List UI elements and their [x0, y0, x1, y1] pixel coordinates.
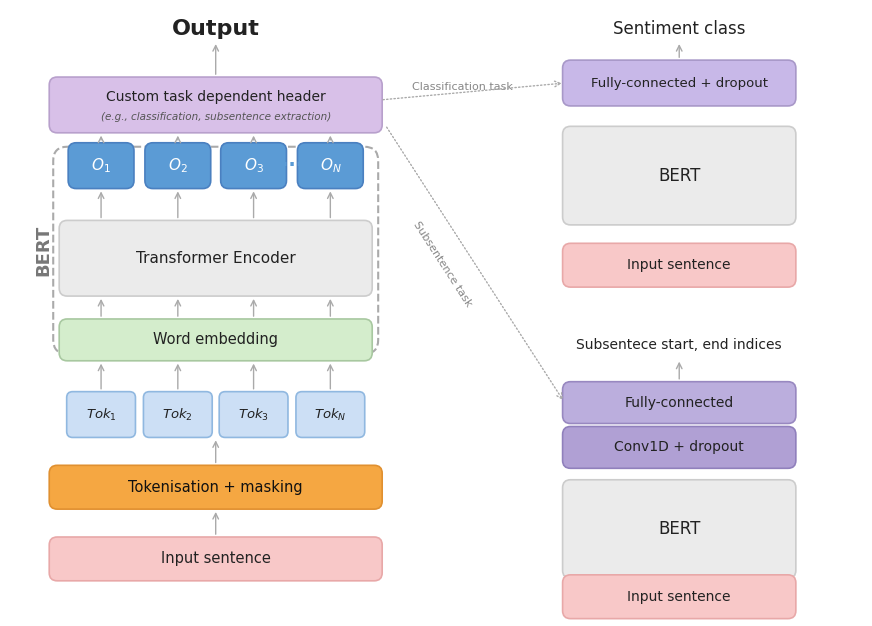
Text: Output: Output [172, 19, 260, 39]
FancyBboxPatch shape [49, 537, 382, 581]
FancyBboxPatch shape [145, 143, 211, 188]
Text: Input sentence: Input sentence [628, 590, 731, 603]
Text: Custom task dependent header: Custom task dependent header [106, 90, 325, 104]
FancyBboxPatch shape [49, 77, 382, 133]
Text: Transformer Encoder: Transformer Encoder [136, 251, 296, 266]
Text: $Tok_N$: $Tok_N$ [314, 406, 346, 423]
Text: Input sentence: Input sentence [160, 552, 270, 567]
Text: (e.g., classification, subsentence extraction): (e.g., classification, subsentence extra… [100, 112, 330, 122]
FancyBboxPatch shape [562, 480, 796, 578]
Text: BERT: BERT [658, 167, 700, 185]
FancyBboxPatch shape [297, 143, 364, 188]
FancyBboxPatch shape [219, 392, 288, 438]
FancyBboxPatch shape [221, 143, 287, 188]
Text: ···: ··· [281, 156, 303, 175]
Text: $O_2$: $O_2$ [168, 156, 187, 175]
Text: Input sentence: Input sentence [628, 258, 731, 272]
FancyBboxPatch shape [562, 426, 796, 468]
Text: $O_N$: $O_N$ [319, 156, 341, 175]
Text: Sentiment class: Sentiment class [613, 20, 746, 38]
Text: $Tok_3$: $Tok_3$ [238, 406, 269, 423]
FancyBboxPatch shape [49, 465, 382, 509]
Text: BERT: BERT [658, 520, 700, 538]
FancyBboxPatch shape [59, 220, 372, 296]
Text: $O_1$: $O_1$ [92, 156, 111, 175]
FancyBboxPatch shape [562, 382, 796, 424]
FancyBboxPatch shape [562, 60, 796, 106]
FancyBboxPatch shape [59, 319, 372, 361]
Text: Fully-connected + dropout: Fully-connected + dropout [590, 76, 767, 90]
Text: Subsentence task: Subsentence task [412, 219, 473, 308]
FancyBboxPatch shape [562, 575, 796, 618]
Text: $Tok_2$: $Tok_2$ [162, 406, 194, 423]
FancyBboxPatch shape [296, 392, 364, 438]
FancyBboxPatch shape [562, 126, 796, 225]
FancyBboxPatch shape [68, 143, 134, 188]
FancyBboxPatch shape [562, 244, 796, 287]
FancyBboxPatch shape [143, 392, 212, 438]
Text: Tokenisation + masking: Tokenisation + masking [128, 480, 303, 495]
Text: Word embedding: Word embedding [153, 332, 278, 347]
Text: BERT: BERT [34, 225, 52, 276]
FancyBboxPatch shape [66, 392, 135, 438]
Text: Fully-connected: Fully-connected [624, 396, 734, 409]
Text: Classification task: Classification task [412, 82, 513, 92]
Text: Conv1D + dropout: Conv1D + dropout [615, 441, 744, 454]
Text: $O_3$: $O_3$ [243, 156, 263, 175]
Text: Subsentece start, end indices: Subsentece start, end indices [576, 338, 782, 352]
Text: $Tok_1$: $Tok_1$ [85, 406, 117, 423]
